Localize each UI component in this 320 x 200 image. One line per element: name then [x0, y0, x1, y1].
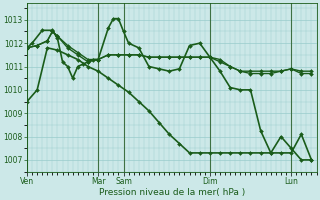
X-axis label: Pression niveau de la mer( hPa ): Pression niveau de la mer( hPa ) — [99, 188, 245, 197]
